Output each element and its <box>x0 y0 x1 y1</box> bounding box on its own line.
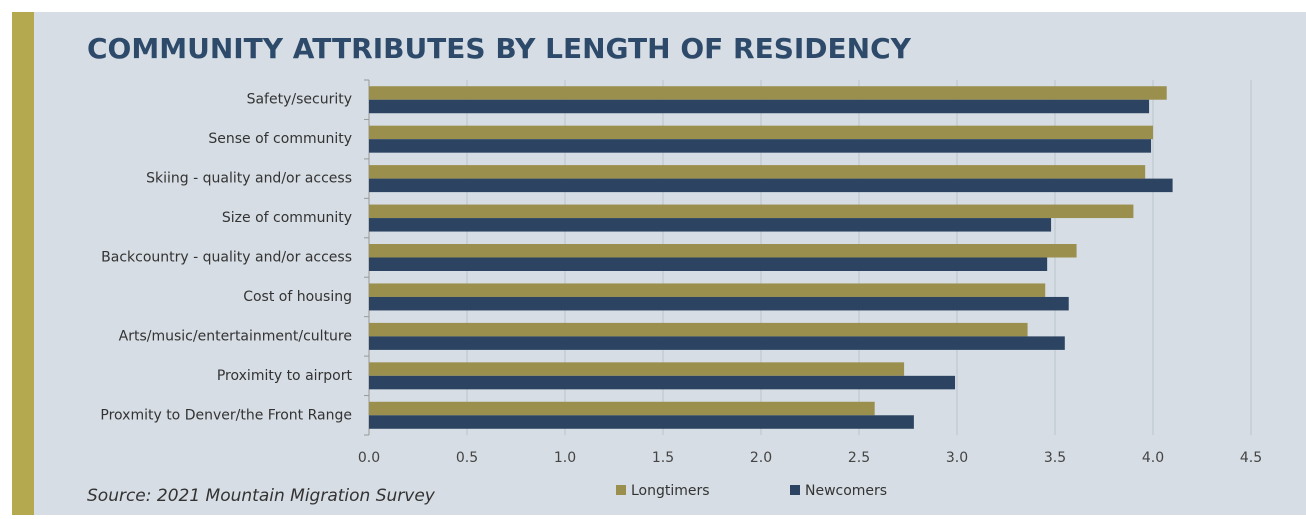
y-tick-label: Proximity to airport <box>217 368 353 384</box>
bar <box>369 362 905 376</box>
bar <box>369 244 1077 258</box>
bar <box>369 415 914 429</box>
bar <box>369 165 1146 179</box>
bar <box>369 283 1046 297</box>
y-tick-label: Skiing - quality and/or access <box>146 171 352 187</box>
legend-swatch <box>790 485 800 495</box>
x-tick-label: 4.5 <box>1240 450 1262 466</box>
legend-label: Newcomers <box>805 483 887 499</box>
x-tick-label: 0.0 <box>358 450 380 466</box>
x-tick-label: 3.5 <box>1044 450 1066 466</box>
legend-swatch <box>616 485 626 495</box>
source-note: Source: 2021 Mountain Migration Survey <box>87 486 436 506</box>
y-tick-label: Safety/security <box>247 92 352 108</box>
x-tick-label: 1.5 <box>652 450 674 466</box>
chart-title: COMMUNITY ATTRIBUTES BY LENGTH OF RESIDE… <box>87 32 912 65</box>
y-tick-label: Sense of community <box>208 131 352 147</box>
y-tick-label: Size of community <box>222 210 352 226</box>
bar <box>369 375 956 390</box>
x-tick-label: 2.5 <box>848 450 870 466</box>
bar <box>369 86 1167 100</box>
bar <box>369 99 1150 114</box>
x-tick-label: 2.0 <box>750 450 772 466</box>
x-tick-label: 0.5 <box>456 450 478 466</box>
x-tick-label: 1.0 <box>554 450 576 466</box>
accent-stripe <box>12 12 34 515</box>
bar <box>369 401 875 416</box>
bar <box>369 204 1134 219</box>
y-tick-label: Proxmity to Denver/the Front Range <box>100 407 352 423</box>
bar <box>369 178 1173 193</box>
bar <box>369 125 1153 140</box>
y-tick-label: Backcountry - quality and/or access <box>101 250 352 266</box>
bar <box>369 139 1152 153</box>
bar <box>369 218 1052 232</box>
legend-label: Longtimers <box>631 483 710 499</box>
y-tick-label: Arts/music/entertainment/culture <box>119 328 352 344</box>
bar <box>369 296 1069 311</box>
bar <box>369 336 1065 350</box>
x-tick-label: 4.0 <box>1142 450 1164 466</box>
bar <box>369 322 1028 337</box>
y-tick-label: Cost of housing <box>243 289 352 305</box>
bar <box>369 257 1048 271</box>
x-tick-label: 3.0 <box>946 450 968 466</box>
